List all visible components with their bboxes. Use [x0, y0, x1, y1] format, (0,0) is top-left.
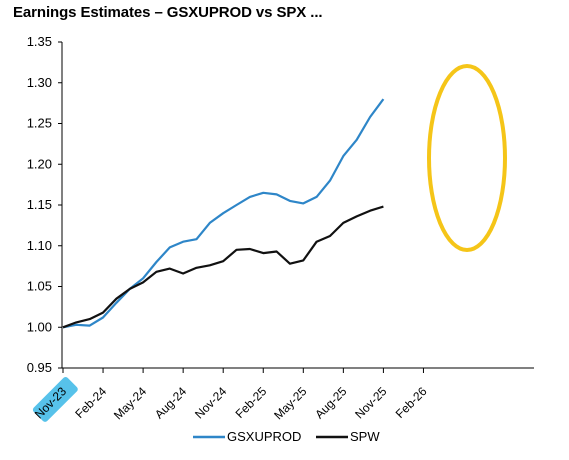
series-layer: [62, 98, 385, 329]
x-tick-label: Feb-26: [393, 384, 430, 421]
y-tick-label: 1.05: [27, 279, 52, 294]
legend: GSXUPROD SPW: [193, 429, 380, 444]
x-tick-label: May-24: [111, 384, 149, 422]
y-tick-label: 1.00: [27, 319, 52, 334]
annotation-layer: [427, 64, 507, 252]
x-tick-label: Aug-25: [312, 384, 349, 421]
x-tick-label: May-25: [271, 384, 309, 422]
y-tick-label: 1.10: [27, 238, 52, 253]
x-tick-label: Feb-24: [72, 384, 109, 421]
chart-title: Earnings Estimates – GSXUPROD vs SPX ...: [13, 4, 323, 21]
y-tick-label: 1.20: [27, 156, 52, 171]
x-tick-label: Feb-25: [233, 384, 270, 421]
y-tick-label: 1.25: [27, 116, 52, 131]
axes-layer: 0.95 1.00 1.05 1.10 1.15 1.20 1.25 1.30 1.35 Nov-…: [27, 34, 534, 422]
x-tick-label: Aug-24: [152, 384, 189, 421]
x-tick-label: Nov-25: [352, 384, 389, 421]
highlight-ellipse: [427, 64, 507, 252]
x-tick-label: Nov-24: [192, 384, 229, 421]
legend-label: GSXUPROD: [227, 429, 301, 444]
highlight-layer: [32, 377, 78, 422]
y-tick-label: 1.15: [27, 197, 52, 212]
tick-highlight: [32, 377, 78, 422]
y-tick-label: 1.30: [27, 75, 52, 90]
legend-label: SPW: [350, 429, 380, 444]
y-tick-label: 0.95: [27, 360, 52, 375]
y-tick-label: 1.35: [27, 34, 52, 49]
